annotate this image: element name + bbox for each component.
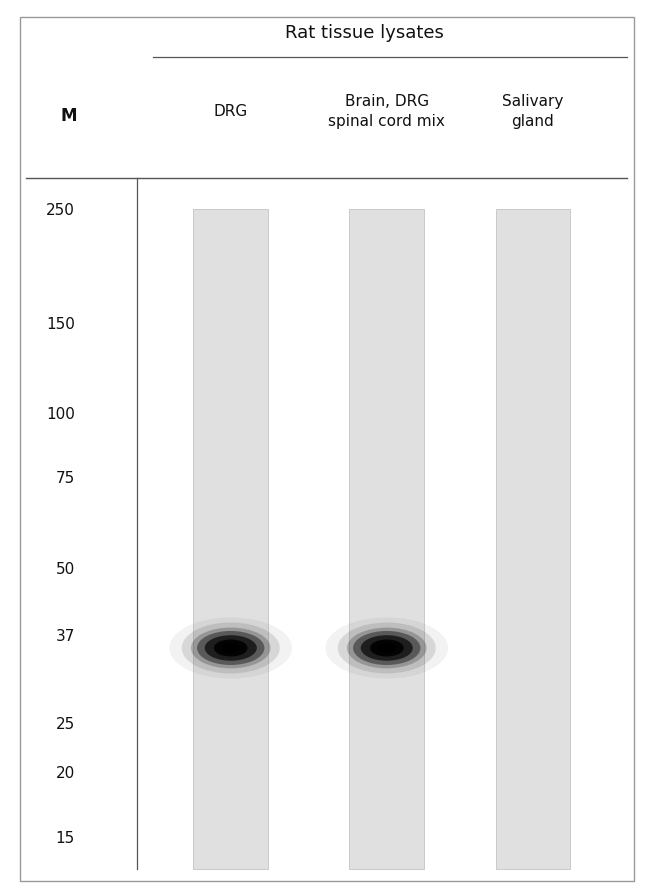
Ellipse shape	[182, 623, 280, 674]
FancyBboxPatch shape	[350, 210, 424, 869]
Ellipse shape	[353, 631, 421, 665]
Ellipse shape	[170, 618, 292, 679]
Text: 50: 50	[55, 561, 75, 577]
Text: 250: 250	[46, 203, 75, 217]
FancyBboxPatch shape	[20, 18, 634, 881]
Text: 37: 37	[55, 628, 75, 644]
Text: 100: 100	[46, 407, 75, 422]
Text: Salivary
gland: Salivary gland	[502, 95, 564, 129]
Ellipse shape	[361, 636, 413, 661]
Text: M: M	[60, 107, 77, 125]
Ellipse shape	[222, 643, 240, 654]
FancyBboxPatch shape	[495, 210, 571, 869]
Text: DRG: DRG	[214, 105, 248, 119]
FancyBboxPatch shape	[194, 210, 268, 869]
Text: 150: 150	[46, 316, 75, 332]
Ellipse shape	[338, 623, 436, 674]
Ellipse shape	[370, 640, 404, 657]
Ellipse shape	[205, 636, 257, 661]
Text: Brain, DRG
spinal cord mix: Brain, DRG spinal cord mix	[328, 95, 445, 129]
Text: 20: 20	[55, 765, 75, 780]
Ellipse shape	[197, 631, 265, 665]
Ellipse shape	[378, 643, 396, 654]
Text: 75: 75	[55, 471, 75, 486]
Ellipse shape	[214, 640, 248, 657]
Text: 15: 15	[55, 830, 75, 845]
Text: Rat tissue lysates: Rat tissue lysates	[285, 24, 443, 42]
Ellipse shape	[191, 628, 270, 669]
Ellipse shape	[326, 618, 448, 679]
Ellipse shape	[347, 628, 426, 669]
Text: 25: 25	[55, 716, 75, 730]
